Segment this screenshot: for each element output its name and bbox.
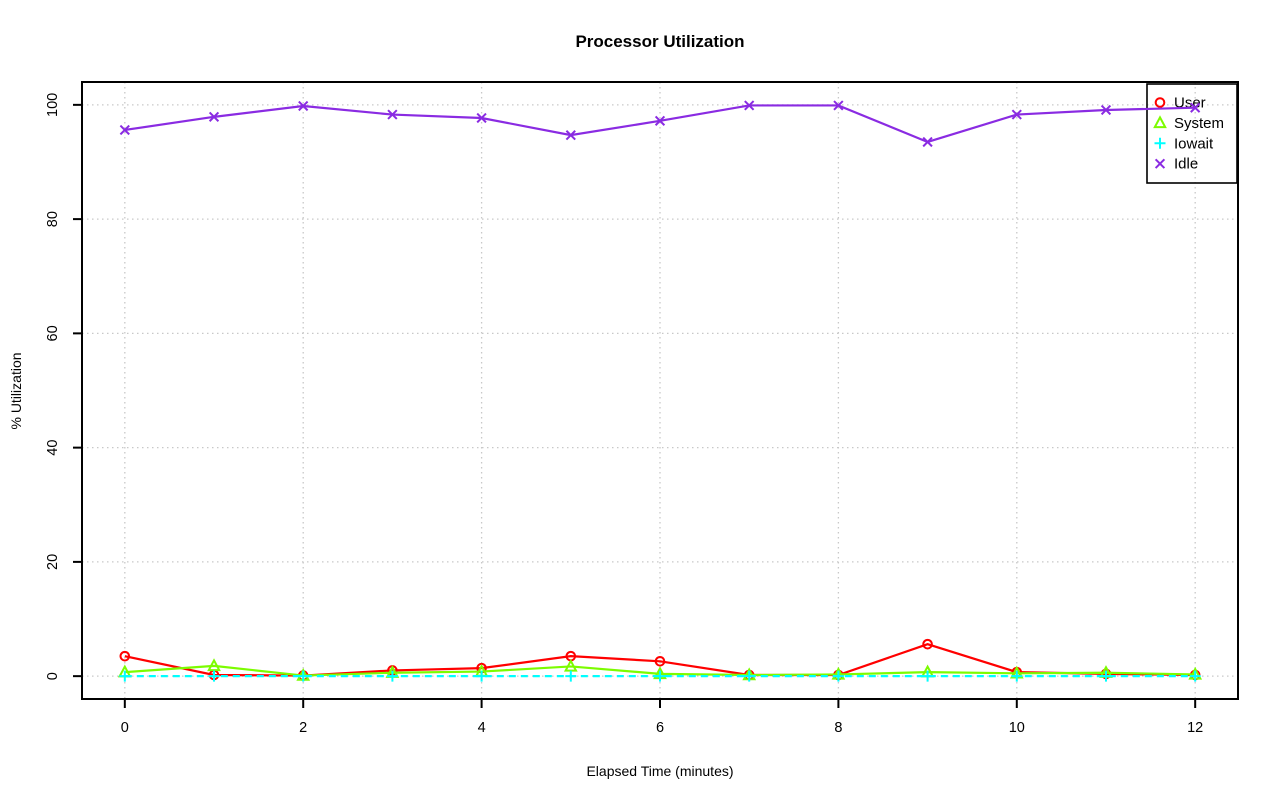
x-axis-label: Elapsed Time (minutes) — [586, 763, 734, 779]
x-marker — [298, 100, 309, 112]
x-tick-label: 8 — [834, 720, 842, 736]
plus-marker — [119, 670, 131, 682]
x-tick-label: 2 — [299, 720, 307, 736]
plus-marker — [476, 670, 488, 682]
x-marker — [565, 130, 576, 141]
plus-marker — [208, 670, 220, 682]
series-line — [124, 104, 1196, 144]
x-tick-label: 12 — [1187, 720, 1203, 736]
legend-box — [1146, 83, 1238, 184]
circle-marker — [922, 638, 933, 650]
x-tick-label: 6 — [656, 720, 664, 736]
legend-label: Iowait — [1174, 135, 1214, 152]
circle-marker — [654, 655, 666, 667]
circle-marker — [119, 650, 131, 662]
plus-marker — [386, 670, 398, 682]
triangle-marker — [207, 658, 221, 672]
triangle-marker — [563, 658, 578, 672]
plus-marker — [1189, 670, 1201, 682]
plus-marker — [297, 670, 309, 682]
x-marker — [744, 100, 755, 111]
grid — [82, 82, 1238, 699]
legend-label: Idle — [1174, 156, 1198, 173]
plot-frame — [81, 81, 1239, 700]
x-marker — [1100, 104, 1112, 116]
x-marker — [476, 112, 487, 124]
x-marker — [1011, 109, 1022, 120]
plus-marker — [1154, 137, 1166, 149]
plus-marker — [565, 670, 577, 682]
x-tick-label: 4 — [478, 720, 486, 736]
y-tick-label: 0 — [45, 672, 61, 680]
plus-marker — [832, 670, 844, 682]
y-tick-label: 20 — [45, 554, 61, 570]
axes: 0 2 4 6 8 10 12 0 20 40 60 80 100 — [45, 93, 1203, 736]
circle-marker — [1154, 97, 1166, 108]
y-tick-label: 60 — [45, 325, 61, 341]
plus-marker — [743, 670, 755, 682]
series-idle — [119, 100, 1201, 148]
x-marker — [922, 136, 933, 148]
x-marker — [1190, 102, 1201, 113]
series-iowait — [119, 670, 1201, 682]
chart-title: Processor Utilization — [575, 32, 745, 51]
x-tick-label: 0 — [121, 720, 129, 736]
y-tick-label: 40 — [45, 440, 61, 456]
x-marker — [1154, 158, 1166, 169]
y-tick-label: 100 — [45, 93, 61, 117]
x-marker — [119, 124, 130, 136]
triangle-marker — [1153, 115, 1167, 129]
legend-label: System — [1174, 115, 1224, 132]
x-marker — [654, 115, 666, 126]
plus-marker — [1100, 670, 1112, 682]
x-marker — [208, 111, 220, 122]
plus-marker — [922, 670, 934, 682]
plus-marker — [1011, 670, 1023, 682]
y-tick-label: 80 — [45, 211, 61, 227]
x-marker — [387, 109, 398, 120]
x-tick-label: 10 — [1009, 720, 1025, 736]
plus-marker — [654, 670, 666, 682]
x-marker — [833, 100, 844, 111]
